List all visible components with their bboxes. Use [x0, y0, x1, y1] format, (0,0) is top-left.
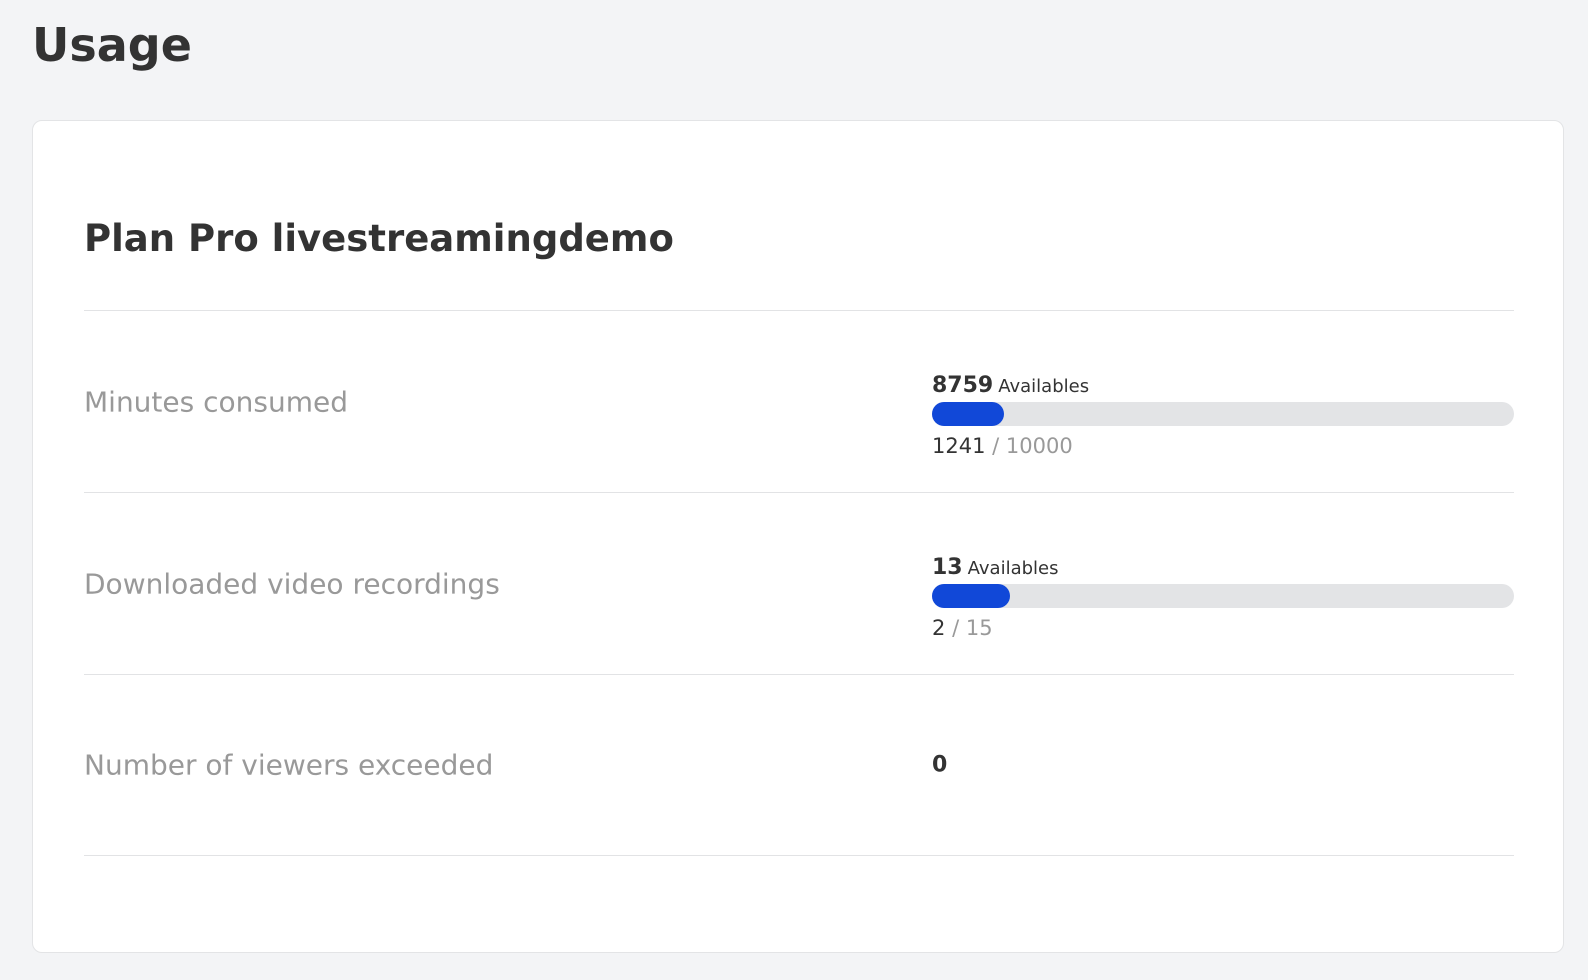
row-value: 0: [932, 752, 948, 778]
progress-track: [932, 402, 1514, 426]
used-count: 1241: [932, 434, 986, 458]
usage-line: 1241 / 10000: [932, 434, 1514, 458]
usage-meter: 8759 Availables 1241 / 10000: [932, 373, 1514, 458]
row-label: Downloaded video recordings: [84, 567, 500, 600]
page-title: Usage: [32, 18, 192, 72]
progress-fill: [932, 583, 1010, 608]
divider: [84, 673, 1514, 675]
usage-row: Minutes consumed 8759 Availables 1241 / 100…: [84, 311, 1514, 493]
divider: [84, 492, 1514, 493]
available-label: Availables: [998, 376, 1090, 397]
total-count: 15: [965, 615, 993, 640]
separator: /: [992, 434, 1000, 458]
usage-meter: 13 Availables 2 / 15: [932, 555, 1514, 640]
progress-fill: [932, 402, 1005, 426]
progress-track: [932, 583, 1514, 608]
available-line: 8759 Availables: [932, 373, 1514, 398]
usage-row: Downloaded video recordings 13 Availables 2…: [84, 493, 1514, 675]
available-label: Availables: [967, 557, 1059, 579]
separator: /: [952, 615, 960, 640]
row-label: Minutes consumed: [84, 385, 349, 419]
total-count: 10000: [1005, 434, 1073, 458]
available-line: 13 Availables: [932, 555, 1514, 580]
usage-row: Number of viewers exceeded 0: [84, 674, 1514, 856]
divider: [84, 855, 1514, 856]
divider: [84, 310, 1514, 311]
used-count: 2: [932, 615, 946, 640]
usage-line: 2 / 15: [932, 616, 1514, 640]
card-title: Plan Pro livestreamingdemo: [84, 217, 674, 260]
available-count: 13: [932, 554, 963, 580]
row-label: Number of viewers exceeded: [84, 748, 494, 782]
available-count: 8759: [932, 373, 994, 398]
plan-card: Plan Pro livestreamingdemo Minutes consu…: [32, 120, 1564, 953]
